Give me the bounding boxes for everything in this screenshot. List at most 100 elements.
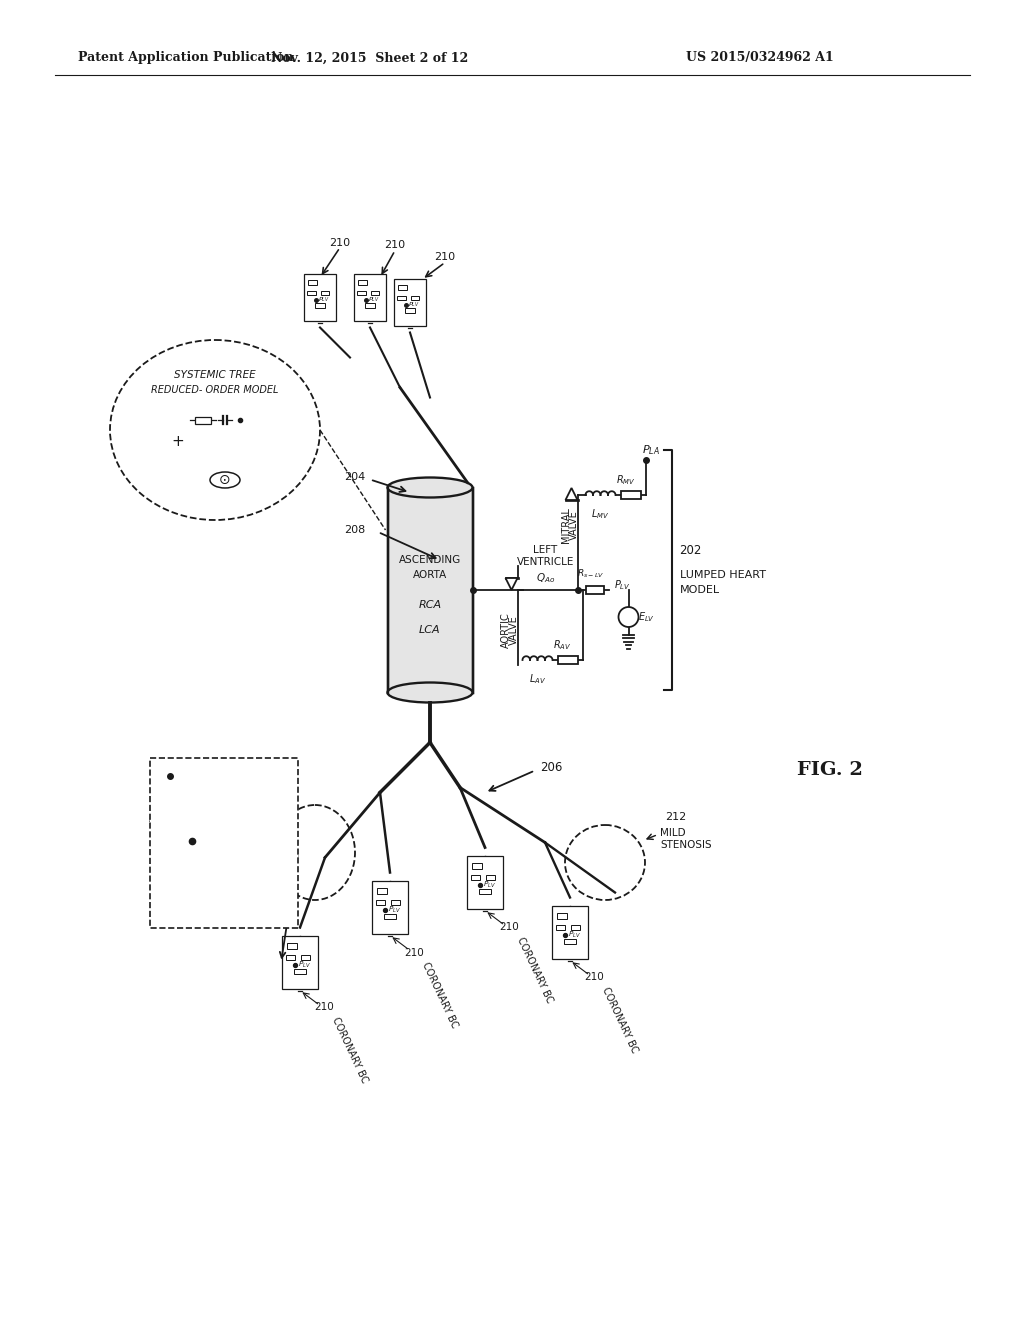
Bar: [308, 280, 317, 285]
Bar: [479, 890, 490, 894]
Text: 204: 204: [344, 473, 366, 483]
Bar: [315, 304, 325, 308]
Text: 214: 214: [259, 772, 281, 783]
Bar: [394, 279, 426, 326]
Text: MODEL: MODEL: [680, 585, 720, 595]
Bar: [358, 280, 368, 285]
Text: $P_{LA}$: $P_{LA}$: [642, 444, 659, 457]
Text: $R_{am}$: $R_{am}$: [147, 812, 168, 826]
Text: $P_{LV}$: $P_{LV}$: [369, 296, 380, 304]
Bar: [372, 882, 408, 933]
Text: +: +: [172, 434, 184, 450]
Text: STENOSIS: STENOSIS: [246, 800, 298, 810]
Text: $R_{s-LV}$: $R_{s-LV}$: [577, 568, 604, 579]
Bar: [195, 417, 211, 424]
Bar: [354, 275, 386, 321]
Bar: [391, 900, 400, 904]
Text: FIG. 2: FIG. 2: [797, 762, 863, 779]
Text: CORONARY BC: CORONARY BC: [420, 961, 460, 1030]
Bar: [586, 586, 603, 594]
Bar: [397, 296, 406, 300]
Text: Patent Application Publication: Patent Application Publication: [78, 51, 294, 65]
Polygon shape: [565, 488, 578, 500]
Bar: [307, 290, 315, 294]
Text: LUMPED HEART: LUMPED HEART: [680, 570, 766, 579]
Text: CORONARY BC: CORONARY BC: [330, 1015, 370, 1085]
Text: US 2015/0324962 A1: US 2015/0324962 A1: [686, 51, 834, 65]
Text: 202: 202: [680, 544, 701, 557]
Bar: [376, 900, 385, 904]
Circle shape: [618, 607, 639, 627]
Text: $P_{LV}$: $P_{LV}$: [318, 296, 330, 304]
Text: AORTA: AORTA: [413, 570, 447, 579]
Bar: [321, 290, 330, 294]
Text: AORTIC: AORTIC: [501, 612, 511, 648]
Bar: [286, 954, 295, 960]
Text: SYSTEMIC TREE: SYSTEMIC TREE: [174, 370, 256, 380]
Text: $Q_{Ao}$: $Q_{Ao}$: [536, 572, 555, 585]
Bar: [571, 925, 581, 929]
Text: $R_{vm}$: $R_{vm}$: [203, 803, 223, 816]
Text: REDUCED- ORDER MODEL: REDUCED- ORDER MODEL: [152, 385, 279, 395]
Text: $L_{MV}$: $L_{MV}$: [591, 507, 609, 521]
Bar: [467, 857, 503, 908]
Text: $L_{AV}$: $L_{AV}$: [529, 672, 546, 686]
Bar: [304, 275, 336, 321]
Text: $E_{LV}$: $E_{LV}$: [639, 610, 655, 624]
Text: $P_{LV}$: $P_{LV}$: [613, 578, 630, 591]
Text: 208: 208: [344, 525, 366, 535]
Text: $P_{LV}$: $P_{LV}$: [197, 834, 216, 847]
Bar: [377, 888, 387, 894]
Ellipse shape: [387, 682, 472, 702]
Bar: [287, 942, 297, 949]
Bar: [210, 817, 228, 825]
Text: Nov. 12, 2015  Sheet 2 of 12: Nov. 12, 2015 Sheet 2 of 12: [271, 51, 469, 65]
Text: $P_{LV}$: $P_{LV}$: [568, 929, 581, 940]
Text: SEVERE: SEVERE: [252, 788, 292, 797]
Text: CORONARY BC: CORONARY BC: [515, 936, 554, 1005]
Ellipse shape: [387, 478, 472, 498]
Bar: [282, 936, 318, 989]
Bar: [564, 939, 575, 944]
Text: 210: 210: [330, 238, 350, 248]
Text: $C_{im}$: $C_{im}$: [224, 830, 242, 843]
Bar: [557, 656, 578, 664]
Text: 210: 210: [434, 252, 456, 263]
Text: 210: 210: [404, 948, 424, 957]
Bar: [174, 858, 182, 876]
Bar: [357, 290, 366, 294]
Bar: [472, 863, 482, 869]
Text: VALVE: VALVE: [509, 615, 518, 645]
Text: $P_{LV}$: $P_{LV}$: [388, 904, 401, 915]
Bar: [387, 487, 472, 693]
Bar: [552, 907, 588, 958]
Text: LCA: LCA: [419, 624, 440, 635]
Bar: [166, 781, 174, 801]
Text: CORONARY BC: CORONARY BC: [600, 986, 639, 1055]
Text: 210: 210: [314, 1002, 334, 1012]
Bar: [150, 758, 298, 928]
Text: $P_{LV}$: $P_{LV}$: [483, 879, 496, 890]
Text: 210: 210: [384, 240, 406, 251]
Text: $P_{LV}$: $P_{LV}$: [298, 960, 311, 970]
Polygon shape: [506, 578, 517, 590]
Text: STENOSIS: STENOSIS: [660, 841, 712, 850]
Bar: [557, 913, 567, 919]
Bar: [371, 290, 379, 294]
Bar: [486, 875, 496, 879]
Bar: [411, 296, 420, 300]
Text: 210: 210: [499, 923, 519, 932]
Text: VALVE: VALVE: [568, 510, 579, 540]
Text: ⊙: ⊙: [219, 473, 230, 487]
Text: RCA: RCA: [419, 601, 441, 610]
Text: $R_{MV}$: $R_{MV}$: [615, 473, 635, 487]
Bar: [301, 954, 310, 960]
Text: MILD: MILD: [660, 828, 686, 837]
Ellipse shape: [210, 473, 240, 488]
Bar: [384, 915, 395, 919]
Bar: [172, 817, 190, 825]
Bar: [398, 285, 408, 290]
Bar: [471, 875, 480, 879]
Text: 210: 210: [584, 973, 604, 982]
Text: $R_{AV}$: $R_{AV}$: [553, 638, 571, 652]
